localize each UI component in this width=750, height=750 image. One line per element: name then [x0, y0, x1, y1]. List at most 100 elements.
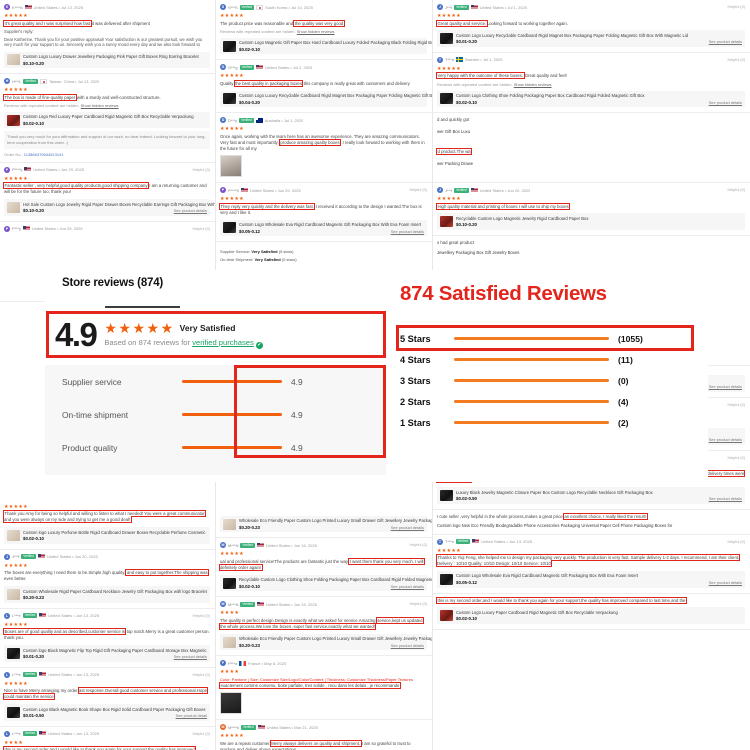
review-card[interactable]: K K****a United States • Jul 13, 2025 ★★… [0, 0, 215, 75]
product-card[interactable]: Custom Logo Luxury Recyclable Cardboard … [220, 90, 432, 108]
reviews-column-middle: S S***S Verified South Korea • Jul 10, 2… [216, 0, 432, 750]
product-card[interactable]: Custom logo Black Magnetic Flip Top Rigi… [4, 645, 210, 662]
see-product-details-link[interactable]: See product details [708, 580, 742, 586]
star-rating: ★★★★★ [437, 196, 461, 203]
product-name: Custom logo Black Magnetic Flip Top Rigi… [23, 647, 207, 653]
review-card[interactable]: Helpful (0) J J***i Verified United Stat… [433, 183, 750, 236]
product-card[interactable]: Custom Wholesale Rigid Paper Cardboard N… [4, 586, 210, 603]
show-hidden-reviews-link[interactable]: Show hidden reviews [296, 29, 335, 35]
helpful-button[interactable]: Helpful (0) [727, 57, 745, 62]
review-card[interactable]: d and quickly got wer Gift Box Luxu d pr… [433, 113, 750, 184]
review-card[interactable]: H H***L Verified Taiwan, China • Jul 13,… [0, 74, 215, 163]
product-card[interactable]: Recyclable Custom Logo Clothing Shoe Fol… [220, 574, 432, 592]
review-photo[interactable] [220, 692, 242, 714]
review-card[interactable]: Helpful (0) L L***e Verified United Stat… [0, 727, 215, 750]
review-card[interactable]: M M****s Verified United States • Mar 21… [216, 720, 432, 750]
see-product-details-link[interactable]: See product details [173, 654, 207, 660]
product-name: Custom Logo Red Luxury Paper Cardboard R… [23, 114, 194, 120]
review-card[interactable]: G G***g Verified United States • Jul 2, … [216, 60, 432, 114]
see-product-details-link[interactable]: See product details [708, 384, 742, 390]
helpful-button[interactable]: Helpful (0) [192, 167, 210, 172]
breakdown-row[interactable]: 2 Stars (4) [400, 391, 690, 412]
review-card[interactable]: Helpful (0) L L***e Verified United Stat… [0, 609, 215, 668]
helpful-button[interactable]: Helpful (0) [192, 731, 210, 736]
review-photo[interactable] [220, 155, 242, 178]
product-card[interactable]: Custom logo Luxury Perfume Bottle Rigid … [4, 527, 210, 544]
show-hidden-reviews-link[interactable]: Show hidden reviews [513, 82, 552, 87]
see-product-details-link[interactable]: See product details [708, 496, 742, 502]
product-card[interactable]: Wholesale Eco Friendly Paper Custom Logo… [220, 633, 432, 651]
review-card[interactable]: this is my second order,and I would like… [433, 594, 750, 630]
review-card[interactable]: J J***t Verified United States • Jun 20,… [0, 550, 215, 609]
product-card[interactable]: Custom Logo Red Luxury Paper Cardboard R… [4, 111, 210, 129]
breakdown-bar [454, 378, 609, 383]
review-card[interactable]: S S***S Verified South Korea • Jul 10, 2… [216, 0, 432, 61]
helpful-button[interactable]: Helpful (0) [727, 455, 745, 460]
review-meta: United States • Jun 20, 2025 [479, 187, 531, 193]
review-card[interactable]: D D***y Verified Australia • Jul 1, 2025… [216, 113, 432, 184]
product-price: $0.10-0.20 [456, 222, 477, 228]
metric-bar [182, 380, 282, 383]
see-product-details-link[interactable]: See product details [390, 583, 424, 589]
product-card[interactable]: Custom Logo Wholesale Eva Rigid Cardboar… [220, 219, 427, 237]
product-thumbnail [440, 573, 453, 585]
review-card[interactable]: Helpful (0) L L***e Verified United Stat… [0, 668, 215, 727]
review-card[interactable]: Helpful (0) J J***i Verified United Stat… [433, 0, 750, 53]
see-product-details-link[interactable]: See product details [390, 642, 424, 648]
review-author: J J***i Verified United States • Jul 1, … [437, 4, 745, 10]
product-card[interactable]: Wholesale Eco Friendly Paper Custom Logo… [220, 515, 432, 533]
user-name: P****S [228, 187, 239, 193]
breakdown-row[interactable]: 4 Stars (11) [400, 349, 690, 370]
review-card[interactable]: Helpful (0) T T***s Verified United Stat… [433, 535, 750, 594]
helpful-button[interactable]: Helpful (0) [727, 402, 745, 407]
helpful-button[interactable]: Helpful (0) [409, 543, 427, 548]
product-card[interactable]: Custom Logo Clothing Shoe Folding Packag… [437, 90, 745, 108]
review-card[interactable]: Helpful (0) M M***N Verified United Stat… [216, 597, 432, 657]
breakdown-row[interactable]: 3 Stars (0) [400, 370, 690, 391]
see-product-details-link[interactable]: See product details [390, 524, 424, 530]
helpful-button[interactable]: Helpful (0) [727, 188, 745, 193]
product-card[interactable]: Custom Logo Luxury Paper Cardboard Rigid… [437, 607, 745, 624]
breakdown-row[interactable]: 1 Stars (2) [400, 412, 690, 433]
show-hidden-reviews-link[interactable]: Show hidden reviews [80, 103, 119, 109]
review-card[interactable]: Helpful (0) P P****S United States • Jun… [216, 183, 432, 243]
review-card[interactable]: Wholesale Eco Friendly Paper Custom Logo… [216, 508, 432, 539]
review-card[interactable]: ★★★★★ Thank you Amy for being so helpful… [0, 500, 215, 550]
helpful-button[interactable]: Helpful (0) [727, 539, 745, 544]
see-product-details-link[interactable]: See product details [708, 437, 742, 443]
product-card[interactable]: Custom Logo Magnetic Gift Paper Box Hard… [220, 37, 432, 55]
review-card[interactable]: Helpful (0) T T***a Sweden • Jul 1, 2025… [433, 53, 750, 114]
product-card[interactable]: Recyclable Custom Logo Magnetic Jewelry … [437, 213, 745, 230]
flag-icon-us [39, 613, 47, 619]
product-card[interactable]: Custom Logo Luxury Recyclable Cardboard … [437, 30, 745, 47]
product-card[interactable]: Custom Logo Wholesale Eva Rigid Cardboar… [437, 570, 745, 588]
review-card[interactable]: Helpful (0) P P****y United States • Jun… [0, 163, 215, 222]
see-product-details-link[interactable]: See product details [708, 99, 742, 105]
helpful-button[interactable]: Helpful (0) [192, 672, 210, 677]
product-card[interactable]: Custom Logo Black Magnetic Book Shape Bo… [4, 704, 210, 721]
review-card[interactable]: Helpful (0) M M***N Verified United Stat… [216, 538, 432, 598]
helpful-button[interactable]: Helpful (0) [409, 602, 427, 607]
helpful-button[interactable]: Helpful (0) [192, 226, 210, 231]
verified-purchases-link[interactable]: verified purchases [192, 337, 254, 347]
helpful-button[interactable]: Helpful (0) [192, 613, 210, 618]
product-card[interactable]: Custom Logo Luxury Drawer Jewellery Pack… [4, 51, 210, 69]
review-text: Very happy with the outcome of these box… [436, 72, 567, 80]
review-meta: United States • Mar 21, 2025 [266, 724, 318, 730]
product-card[interactable]: Hot Sale Custom Logo Jewelry Rigid Paper… [4, 199, 215, 216]
review-card[interactable]: P P***a France • May 8, 2025 ★★★★ Color:… [216, 656, 432, 720]
review-author: M M****s Verified United States • Mar 21… [220, 724, 427, 730]
product-card[interactable]: Luxury Black Jewelry Magnetic Closure Pa… [437, 487, 745, 504]
see-product-details-link[interactable]: See product details [708, 39, 742, 45]
avatar: P [4, 166, 10, 173]
breakdown-row[interactable]: 5 Stars (1055) [400, 328, 690, 349]
see-product-details-link[interactable]: See product details [390, 228, 424, 234]
review-card[interactable]: I cute seller ,very helpful in the whole… [433, 510, 750, 535]
helpful-button[interactable]: Helpful (0) [409, 188, 427, 193]
helpful-button[interactable]: Helpful (0) [727, 5, 745, 9]
highlight: Thank you Amy for being so helpful and w… [3, 510, 206, 524]
see-product-detail-link[interactable]: See product detail [175, 713, 207, 719]
see-product-details-link[interactable]: See product details [173, 208, 207, 214]
product-thumbnail [440, 216, 453, 228]
satisfaction-summary: On-time Shipment: Very Satisfied (5 star… [220, 257, 297, 263]
